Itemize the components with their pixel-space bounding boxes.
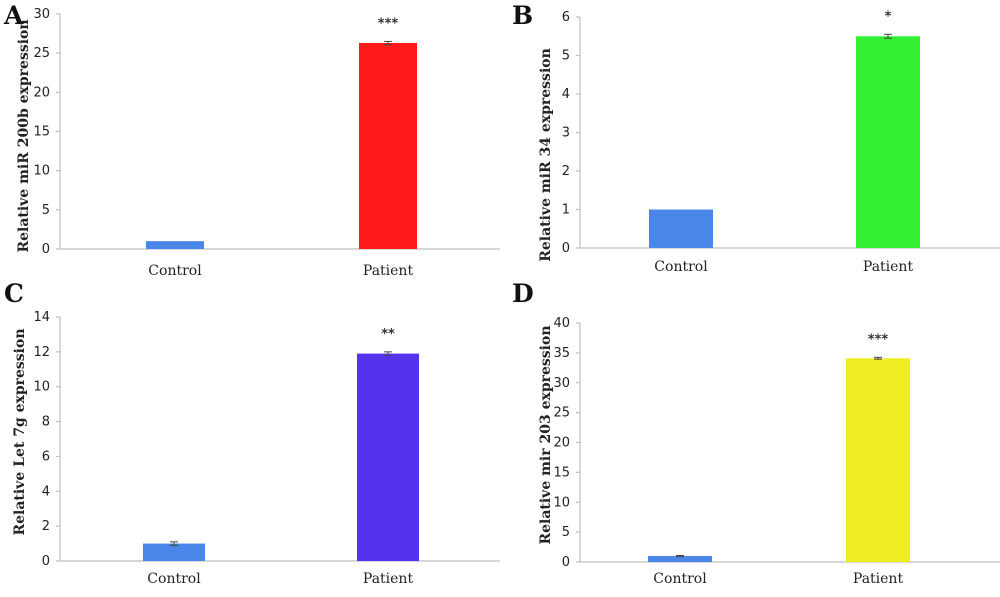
x-category-label: Control [653, 571, 707, 587]
x-category-label: Patient [363, 571, 414, 587]
bar-patient [846, 358, 910, 562]
y-tick-label: 20 [33, 85, 50, 100]
bar-control [143, 543, 205, 561]
y-tick-label: 15 [553, 465, 570, 480]
y-tick-label: 0 [42, 242, 50, 257]
x-category-label: Patient [853, 571, 904, 587]
panel-label: A [3, 1, 24, 30]
x-category-label: Control [148, 263, 202, 279]
y-tick-label: 10 [33, 380, 50, 395]
y-tick-label: 6 [42, 449, 50, 464]
y-axis-label: Relative miR 200b expression [16, 19, 32, 252]
y-tick-label: 10 [33, 164, 50, 179]
y-tick-label: 0 [42, 554, 50, 569]
y-tick-label: 0 [562, 241, 570, 256]
y-tick-label: 2 [42, 519, 50, 534]
x-category-label: Control [147, 571, 201, 587]
y-tick-label: 2 [562, 164, 570, 179]
y-tick-label: 0 [562, 555, 570, 570]
y-tick-label: 12 [33, 345, 50, 360]
bar-patient [357, 353, 419, 561]
y-tick-label: 30 [553, 376, 570, 391]
y-axis-label: Relative Let 7g expression [12, 328, 28, 535]
y-tick-label: 15 [33, 125, 50, 140]
y-tick-label: 10 [553, 495, 570, 510]
panel-c: C Relative Let 7g expression 0 2 4 6 8 10 12 14 Co… [0, 279, 500, 597]
y-axis-label: Relative miR 34 expression [538, 48, 554, 262]
bar-patient [359, 42, 417, 249]
bar-control [146, 241, 204, 249]
bar-patient [856, 36, 920, 248]
y-axis-label: Relative mir 203 expression [538, 325, 554, 544]
y-tick-label: 1 [562, 203, 570, 218]
y-tick-label: 20 [553, 436, 570, 451]
y-tick-label: 5 [42, 203, 50, 218]
y-tick-label: 4 [42, 484, 50, 499]
significance-marker: * [885, 9, 892, 24]
bar-control [649, 209, 713, 248]
y-tick-label: 30 [33, 7, 50, 22]
x-category-label: Patient [363, 263, 414, 279]
x-category-label: Patient [863, 259, 914, 275]
chart-b: B Relative miR 34 expression 0 1 2 3 4 5 6 Contro… [512, 1, 1000, 275]
y-tick-label: 14 [33, 310, 50, 325]
y-tick-label: 40 [553, 316, 570, 331]
y-tick-label: 8 [42, 415, 50, 430]
bar-control [648, 556, 712, 562]
significance-marker: ** [381, 327, 395, 342]
x-category-label: Control [654, 259, 708, 275]
chart-d: D Relative mir 203 expression 0 5 10 15 20 25 30… [512, 279, 1000, 587]
y-tick-label: 5 [562, 49, 570, 64]
y-tick-label: 25 [33, 46, 50, 61]
panel-label: D [512, 279, 534, 308]
significance-marker: *** [868, 332, 889, 347]
panel-b: B Relative miR 34 expression 0 1 2 3 4 5 6 Contro… [500, 0, 1000, 290]
panel-label: C [4, 279, 24, 308]
y-tick-label: 6 [562, 10, 570, 25]
panel-d: D Relative mir 203 expression 0 5 10 15 20 25 30… [500, 279, 1000, 597]
panel-a: A Relative miR 200b expression 0 5 10 15 20 25 3… [0, 0, 500, 290]
panel-label: B [512, 1, 533, 30]
significance-marker: *** [378, 16, 399, 31]
y-tick-label: 35 [553, 346, 570, 361]
y-tick-label: 4 [562, 87, 570, 102]
y-tick-label: 3 [562, 126, 570, 141]
y-tick-label: 25 [553, 406, 570, 421]
y-tick-label: 5 [562, 525, 570, 540]
chart-c: C Relative Let 7g expression 0 2 4 6 8 10 12 14 Co… [4, 279, 500, 587]
